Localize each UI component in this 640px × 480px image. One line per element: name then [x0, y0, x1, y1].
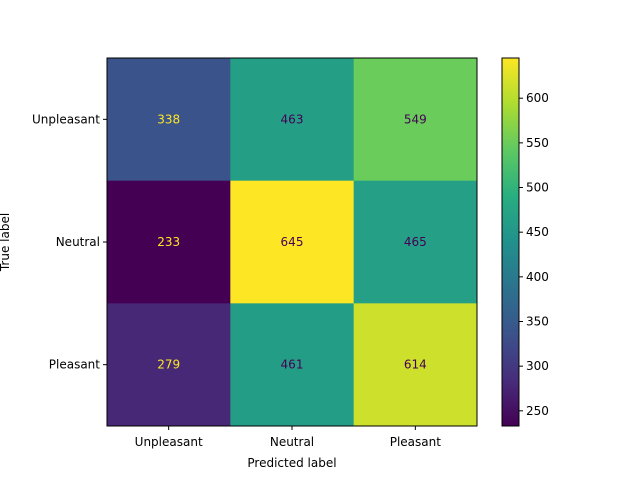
heatmap-cell	[230, 180, 355, 304]
cell-value-label: 338	[157, 112, 180, 126]
cell-value-label: 645	[281, 235, 304, 249]
colorbar-tick-label: 550	[526, 136, 549, 150]
cell-value-label: 279	[157, 358, 180, 372]
cell-value-label: 549	[404, 112, 427, 126]
heatmap-cell	[353, 180, 478, 304]
x-axis-label: Predicted label	[247, 456, 336, 470]
colorbar	[501, 57, 520, 427]
x-tick-label: Neutral	[270, 435, 314, 449]
y-axis-ticks: Unpleasant Neutral Pleasant	[32, 112, 107, 372]
x-tick-label: Unpleasant	[135, 435, 203, 449]
heatmap-cells: 338 463 549 233 645 465 279 461 614	[107, 58, 478, 427]
heatmap-cell	[107, 303, 231, 427]
colorbar-tick-label: 500	[526, 181, 549, 195]
cell-value-label: 233	[157, 235, 180, 249]
colorbar-tick-label: 250	[526, 404, 549, 418]
colorbar-ticks: 250 300 350 400 450 500 550 600	[519, 91, 549, 418]
colorbar-tick-label: 600	[526, 91, 549, 105]
y-tick-label: Neutral	[56, 235, 100, 249]
x-axis-ticks: Unpleasant Neutral Pleasant	[135, 426, 442, 449]
heatmap-cell	[353, 58, 478, 182]
heatmap-cell	[107, 58, 231, 182]
cell-value-label: 461	[281, 358, 304, 372]
y-tick-label: Unpleasant	[32, 112, 100, 126]
colorbar-tick-label: 400	[526, 270, 549, 284]
cell-value-label: 463	[281, 112, 304, 126]
cell-value-label: 614	[404, 358, 427, 372]
heatmap-cell	[353, 303, 478, 427]
colorbar-tick-label: 450	[526, 225, 549, 239]
x-tick-label: Pleasant	[390, 435, 442, 449]
y-tick-label: Pleasant	[49, 358, 101, 372]
heatmap-cell	[230, 58, 355, 182]
colorbar-tick-label: 350	[526, 314, 549, 328]
heatmap-cell	[230, 303, 355, 427]
heatmap-cell	[107, 180, 231, 304]
colorbar-tick-label: 300	[526, 359, 549, 373]
cell-value-label: 465	[404, 235, 427, 249]
y-axis-label: True label	[0, 213, 12, 272]
